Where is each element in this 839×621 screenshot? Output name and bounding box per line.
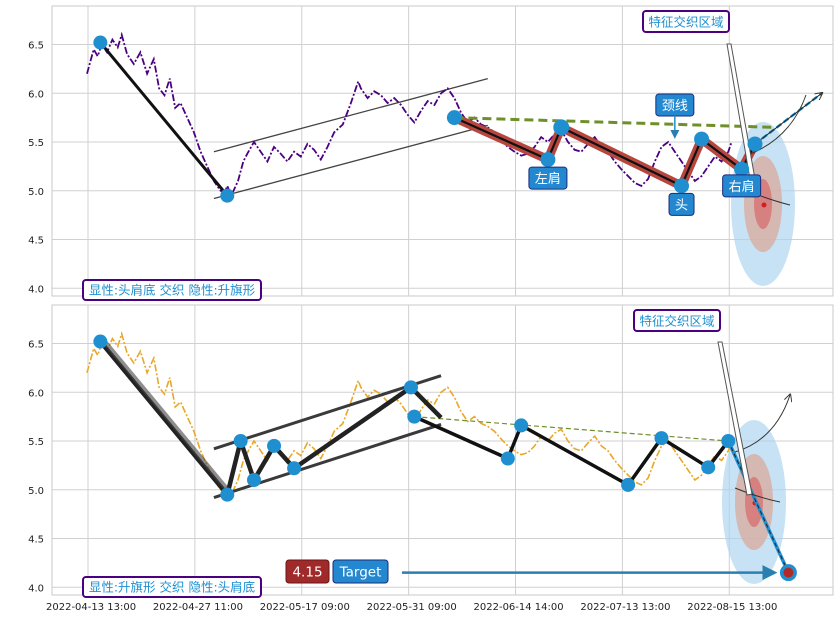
forecast-center-dot (761, 202, 767, 208)
pattern-label-text: 颈线 (662, 99, 688, 114)
panel-top-footer-callout: 显性:头肩底 交织 隐性:升旗形 (82, 279, 262, 301)
y-tick-label: 5.5 (28, 437, 44, 448)
pivot-marker (233, 434, 248, 448)
panel-top-channel (213, 77, 488, 200)
panel-bottom-region-label: 特征交织区域 (639, 314, 714, 329)
x-tick-label: 2022-07-13 13:00 (580, 602, 670, 613)
panel-top-y-ticks: 4.0 4.5 5.0 5.5 6.0 6.5 (28, 41, 44, 296)
panel-bottom-footer-box (82, 576, 262, 598)
x-tick-label: 2022-05-31 09:00 (367, 602, 457, 613)
pivot-marker (287, 461, 302, 476)
zigzag-line (98, 340, 443, 497)
panel-top-region-label: 特征交织区域 (648, 15, 723, 30)
pivot-marker (446, 110, 462, 126)
panel-top-region-box (642, 10, 730, 33)
pattern-label-box (668, 192, 695, 216)
panel-bottom-target (402, 564, 797, 582)
panel-top-footer-box (82, 279, 262, 301)
pivot-marker (93, 334, 108, 349)
pivot-marker (694, 131, 710, 147)
panel-bottom-markers (93, 334, 736, 502)
pattern-label-text: 右肩 (729, 179, 755, 195)
price-series-line (86, 31, 733, 198)
y-tick-label: 6.0 (28, 89, 44, 100)
pivot-marker (514, 418, 529, 433)
y-tick-label: 4.5 (28, 535, 44, 546)
x-tick-label: 2022-04-27 11:00 (153, 602, 243, 613)
x-tick-label: 2022-05-17 09:00 (260, 602, 350, 613)
pivot-marker (674, 178, 690, 194)
target-label-box (332, 559, 389, 584)
neckline (454, 116, 776, 129)
y-tick-label: 4.0 (28, 583, 44, 594)
pivot-marker (220, 487, 235, 502)
target-value-box (285, 559, 330, 584)
x-tick-label: 2022-06-14 14:00 (474, 602, 564, 613)
y-tick-label: 6.5 (28, 340, 44, 351)
y-tick-label: 5.0 (28, 486, 44, 497)
pivot-marker (654, 431, 669, 446)
target-badge: 4.15 Target (285, 559, 389, 584)
pivot-marker (621, 477, 636, 492)
panel-top-footer-label: 显性:头肩底 交织 隐性:升旗形 (89, 283, 256, 298)
y-tick-label: 6.0 (28, 388, 44, 399)
forecast-arrow (754, 93, 822, 145)
panel-top-region-callout: 特征交织区域 (642, 10, 730, 33)
channel-line (213, 77, 488, 153)
panel-bottom: 4.04.55.05.56.06.5 2022-04-13 13:00 2022-… (28, 304, 834, 613)
y-tick-label: 4.5 (28, 236, 44, 247)
pivot-marker (403, 380, 418, 395)
target-label: Target (339, 565, 382, 581)
panel-bottom-frame (51, 304, 834, 596)
panel-top-price-series (86, 31, 733, 198)
y-tick-label: 5.5 (28, 138, 44, 149)
region-pointer (717, 341, 753, 496)
panel-bottom-y-ticks: 4.0 4.5 5.0 5.5 6.0 6.5 (28, 340, 44, 595)
panel-top: 4.0 4.5 5.0 5.5 6.0 6.5 左肩头 右肩 颈线 特征交织区域 显性:头肩底… (28, 5, 834, 301)
y-tick-label: 6.5 (28, 41, 44, 52)
x-tick-label: 2022-04-13 13:00 (46, 602, 136, 613)
panel-top-labels: 左肩头 右肩 颈线 (528, 93, 762, 216)
pattern-label-box (722, 174, 762, 198)
panel-bottom-footer-callout: 显性:升旗形 交织 隐性:头肩底 (82, 576, 262, 598)
forecast-curve-up (744, 94, 807, 157)
pattern-label-text: 左肩 (535, 171, 561, 187)
pivot-marker (93, 35, 108, 50)
pivot-marker (734, 161, 750, 177)
pivot-marker (220, 188, 235, 203)
pattern-label-box (528, 166, 568, 190)
panel-bottom-region-box (633, 309, 721, 332)
zigzag-line (99, 41, 229, 197)
pivot-marker (540, 152, 556, 168)
pivot-marker (721, 434, 736, 448)
target-marker-core (783, 567, 794, 578)
pattern-label-text: 头 (675, 198, 688, 213)
pivot-marker (701, 460, 716, 475)
panel-top-frame (51, 5, 834, 297)
zigzag-shadow (102, 339, 234, 497)
panel-bottom-region-callout: 特征交织区域 (633, 309, 721, 332)
x-tick-label: 2022-08-15 13:00 (687, 602, 777, 613)
pivot-marker (500, 451, 515, 466)
forecast-line (727, 440, 789, 573)
panel-bottom-footer-label: 显性:升旗形 交织 隐性:头肩底 (89, 580, 255, 595)
channel-line (213, 374, 442, 451)
pivot-marker (747, 136, 763, 152)
pivot-marker (267, 438, 282, 453)
panel-bottom-x-ticks: 2022-04-13 13:00 2022-04-27 11:00 2022-05-… (46, 602, 777, 613)
panel-top-zigzag (99, 41, 229, 197)
channel-line (213, 124, 488, 200)
pivot-marker (407, 409, 422, 424)
pivot-marker (247, 473, 261, 487)
pivot-marker (553, 119, 570, 136)
panel-top-markers (93, 35, 763, 203)
y-tick-label: 4.0 (28, 284, 44, 295)
panel-bottom-zigzag (98, 339, 443, 497)
forecast-curve-down (734, 487, 781, 503)
target-value-label: 4.15 (292, 565, 322, 581)
y-tick-label: 5.0 (28, 187, 44, 198)
neckline (414, 416, 729, 442)
